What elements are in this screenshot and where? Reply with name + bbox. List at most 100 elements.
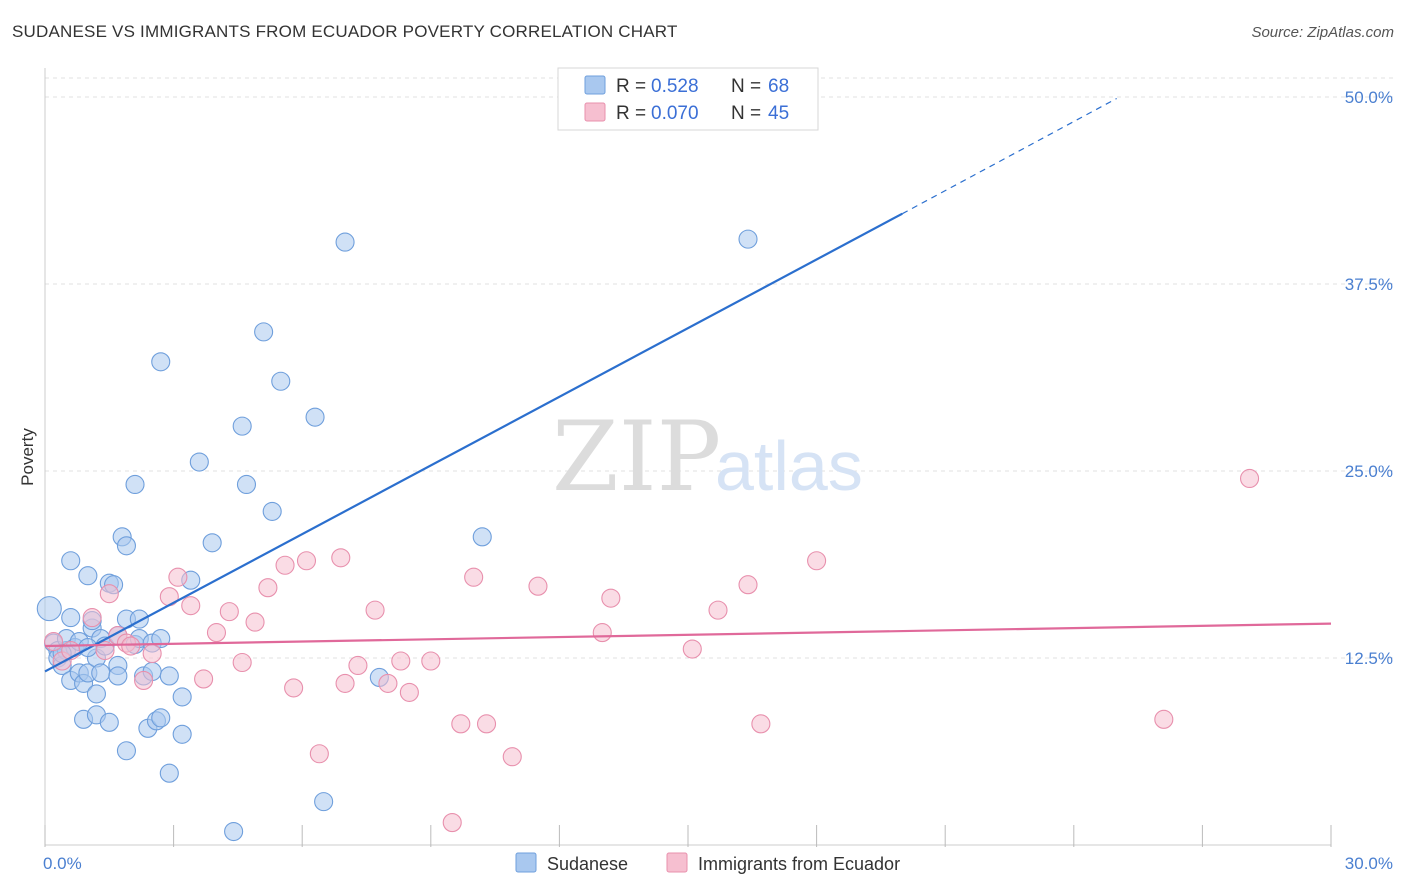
legend-r-label: R = [616,76,646,97]
ecuador-point [682,639,702,659]
y-tick-labels: 12.5% 25.0% 37.5% 50.0% [1345,88,1393,668]
y-tick-label: 37.5% [1345,275,1393,294]
sudanese-point [271,371,291,391]
sudanese-point [159,666,179,686]
sudanese-point [61,608,81,628]
ecuador-point [365,600,385,620]
ecuador-point [309,744,329,764]
ecuador-point [592,623,612,643]
ecuador-point [275,555,295,575]
bottom-legend-ecuador: Immigrants from Ecuador [698,854,900,874]
ecuador-point [121,636,141,656]
sudanese-point [99,712,119,732]
ecuador-point [528,576,548,596]
ecuador-point [442,813,462,833]
sudanese-point [305,407,325,427]
ecuador-point [1240,468,1260,489]
ecuador-point [807,551,827,571]
sudanese-point [254,322,274,342]
bottom-legend-swatch-sudanese [515,852,537,873]
sudanese-point [61,551,81,571]
ecuador-point [296,551,317,571]
ecuador-point [134,670,154,690]
ecuador-point [142,643,162,664]
bottom-legend-sudanese: Sudanese [547,854,628,874]
series-legend: Sudanese Immigrants from Ecuador [515,852,900,874]
bottom-legend-swatch-ecuador [666,852,688,873]
sudanese-trend-line [44,212,903,673]
grid-lines [45,77,1393,659]
ecuador-points [44,468,1260,833]
ecuador-trend-line [44,622,1332,648]
sudanese-point [116,741,136,761]
ecuador-point [82,608,102,628]
ecuador-point [206,623,227,643]
legend-n-sudanese: 68 [768,76,789,97]
sudanese-trend-extension [902,97,1117,215]
sudanese-point [108,666,128,686]
legend-n-ecuador: 45 [768,103,789,124]
legend-r-ecuador: 0.070 [651,103,699,124]
axes [44,68,1332,847]
ecuador-point [464,567,484,587]
sudanese-point [116,536,136,556]
sudanese-point [125,474,145,495]
watermark-zip: ZIP [552,401,721,513]
source-label: Source: ZipAtlas.com [1251,24,1394,41]
ecuador-point [99,584,119,604]
sudanese-point [262,501,282,521]
ecuador-point [168,567,188,587]
ecuador-point [331,548,351,568]
legend-r-sudanese: 0.528 [651,76,699,97]
sudanese-point [151,352,171,372]
ecuador-point [738,575,758,595]
sudanese-point [86,684,106,704]
chart-title: SUDANESE VS IMMIGRANTS FROM ECUADOR POVE… [12,22,678,41]
ecuador-point [245,612,265,632]
ecuador-point [284,678,304,698]
sudanese-point [472,527,492,547]
ecuador-point [421,651,441,671]
ecuador-point [378,673,398,693]
sudanese-point [172,687,192,707]
x-tick-label: 30.0% [1345,854,1393,873]
sudanese-point [335,232,355,252]
sudanese-point [232,416,252,436]
y-tick-label: 25.0% [1345,462,1393,481]
ecuador-point [601,588,621,608]
ecuador-point [232,652,252,673]
sudanese-point [314,792,334,812]
sudanese-point [91,663,111,683]
ecuador-point [44,631,64,652]
sudanese-point [236,474,257,495]
sudanese-point [36,596,62,622]
watermark-atlas: atlas [715,427,863,505]
ecuador-point [258,578,278,598]
ecuador-point [751,714,771,734]
ecuador-point [391,651,411,671]
sudanese-points [36,229,758,842]
legend-r-label: R = [616,103,646,124]
ecuador-point [194,669,214,689]
ecuador-point [335,673,355,693]
ecuador-point [451,714,471,734]
trend-lines [44,97,1332,673]
ecuador-point [708,600,728,620]
ecuador-point [476,714,497,734]
ecuador-point [1154,709,1174,729]
ecuador-point [348,655,368,676]
legend-swatch-ecuador [584,102,606,122]
sudanese-point [738,229,758,249]
legend-swatch-sudanese [584,75,606,95]
legend-n-label: N = [731,76,761,97]
sudanese-point [189,452,209,472]
ecuador-point [219,602,239,622]
ecuador-point [502,747,522,767]
sudanese-point [172,724,192,744]
stats-legend: R = 0.528 N = 68 R = 0.070 N = 45 [557,67,819,131]
sudanese-point [159,763,179,783]
legend-n-label: N = [731,103,761,124]
sudanese-point [151,708,171,728]
sudanese-point [202,533,222,553]
